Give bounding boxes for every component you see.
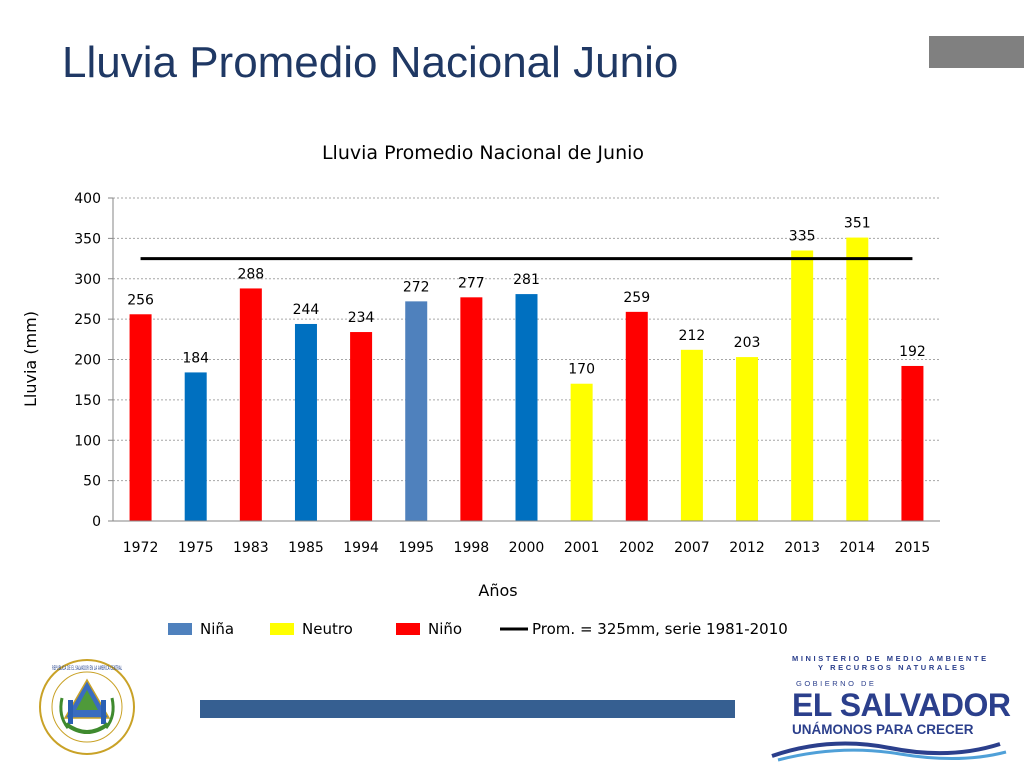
data-label: 277 — [458, 275, 485, 291]
data-label: 281 — [513, 272, 540, 288]
y-tick-label: 250 — [74, 312, 101, 328]
bar-1994 — [350, 332, 372, 521]
x-tick-label: 1972 — [123, 540, 159, 556]
bar-2014 — [846, 238, 868, 521]
legend-swatch — [270, 623, 294, 635]
legend-label: Niña — [200, 620, 234, 638]
x-tick-label: 2013 — [784, 540, 820, 556]
data-label: 192 — [899, 344, 926, 360]
data-label: 288 — [237, 266, 264, 282]
bar-2015 — [901, 366, 923, 521]
bar-1972 — [130, 314, 152, 521]
y-tick-label: 150 — [74, 393, 101, 409]
x-tick-label: 2001 — [564, 540, 600, 556]
data-label: 335 — [789, 228, 816, 244]
x-tick-label: 2002 — [619, 540, 655, 556]
y-tick-label: 200 — [74, 353, 101, 369]
y-axis-ticks: 0 50 100 150 200 250 300 350 400 — [74, 191, 113, 530]
bottom-accent-bar — [200, 700, 735, 718]
bar-1995 — [405, 301, 427, 521]
legend-swatch — [168, 623, 192, 635]
data-label: 203 — [734, 335, 761, 351]
x-tick-label: 2014 — [839, 540, 875, 556]
data-label: 256 — [127, 292, 154, 308]
bar-2001 — [571, 384, 593, 521]
x-tick-label: 1985 — [288, 540, 324, 556]
x-tick-label: 2015 — [895, 540, 931, 556]
legend-label: Neutro — [302, 620, 353, 638]
x-tick-label: 1975 — [178, 540, 214, 556]
bar-1985 — [295, 324, 317, 521]
legend-swatch — [396, 623, 420, 635]
ministry-name-line1: MINISTERIO DE MEDIO AMBIENTE — [792, 654, 989, 663]
y-tick-label: 400 — [74, 191, 101, 207]
bar-2013 — [791, 250, 813, 521]
government-logo: MINISTERIO DE MEDIO AMBIENTE Y RECURSOS … — [770, 652, 1010, 764]
bar-1998 — [460, 297, 482, 521]
x-tick-label: 1983 — [233, 540, 269, 556]
data-label: 234 — [348, 310, 375, 326]
country-name: EL SALVADOR — [792, 687, 1011, 724]
data-label: 351 — [844, 216, 871, 232]
bar-2000 — [516, 294, 538, 521]
x-axis-label: Años — [478, 581, 517, 600]
legend-label: Niño — [428, 620, 462, 638]
x-tick-label: 2000 — [509, 540, 545, 556]
x-tick-label: 2012 — [729, 540, 765, 556]
data-label: 244 — [293, 302, 320, 318]
rainfall-bar-chart: Lluvia Promedio Nacional de Junio 0 50 100… — [0, 0, 1024, 650]
bar-1975 — [185, 372, 207, 521]
bar-2012 — [736, 357, 758, 521]
y-axis-label: Lluvia (mm) — [21, 311, 40, 407]
wave-icon — [770, 734, 1010, 762]
data-label: 272 — [403, 279, 430, 295]
x-tick-label: 1995 — [398, 540, 434, 556]
x-tick-label: 1994 — [343, 540, 379, 556]
y-tick-label: 300 — [74, 272, 101, 288]
bar-1983 — [240, 288, 262, 521]
x-tick-label: 2007 — [674, 540, 710, 556]
coat-of-arms-seal: REPUBLICA DE EL SALVADOR EN LA AMERICA C… — [38, 658, 136, 756]
y-tick-label: 350 — [74, 231, 101, 247]
bar-2007 — [681, 350, 703, 521]
svg-text:REPUBLICA DE EL SALVADOR EN LA: REPUBLICA DE EL SALVADOR EN LA AMERICA C… — [52, 665, 122, 672]
x-tick-label: 1998 — [454, 540, 490, 556]
x-axis-ticks: 1972 1975 1983 1985 1994 1995 1998 2000 2001 2002… — [123, 540, 931, 556]
data-label: 212 — [679, 328, 706, 344]
y-tick-label: 0 — [92, 514, 101, 530]
data-label: 259 — [623, 290, 650, 306]
chart-title: Lluvia Promedio Nacional de Junio — [322, 142, 644, 164]
bar-2002 — [626, 312, 648, 521]
chart-legend: Niña Neutro Niño Prom. = 325mm, serie 1981-… — [168, 620, 788, 638]
data-label: 170 — [568, 362, 595, 378]
y-tick-label: 100 — [74, 433, 101, 449]
ministry-name-line2: Y RECURSOS NATURALES — [818, 663, 967, 672]
y-tick-label: 50 — [83, 474, 101, 490]
legend-label: Prom. = 325mm, serie 1981-2010 — [532, 620, 788, 638]
data-label: 184 — [182, 350, 209, 366]
